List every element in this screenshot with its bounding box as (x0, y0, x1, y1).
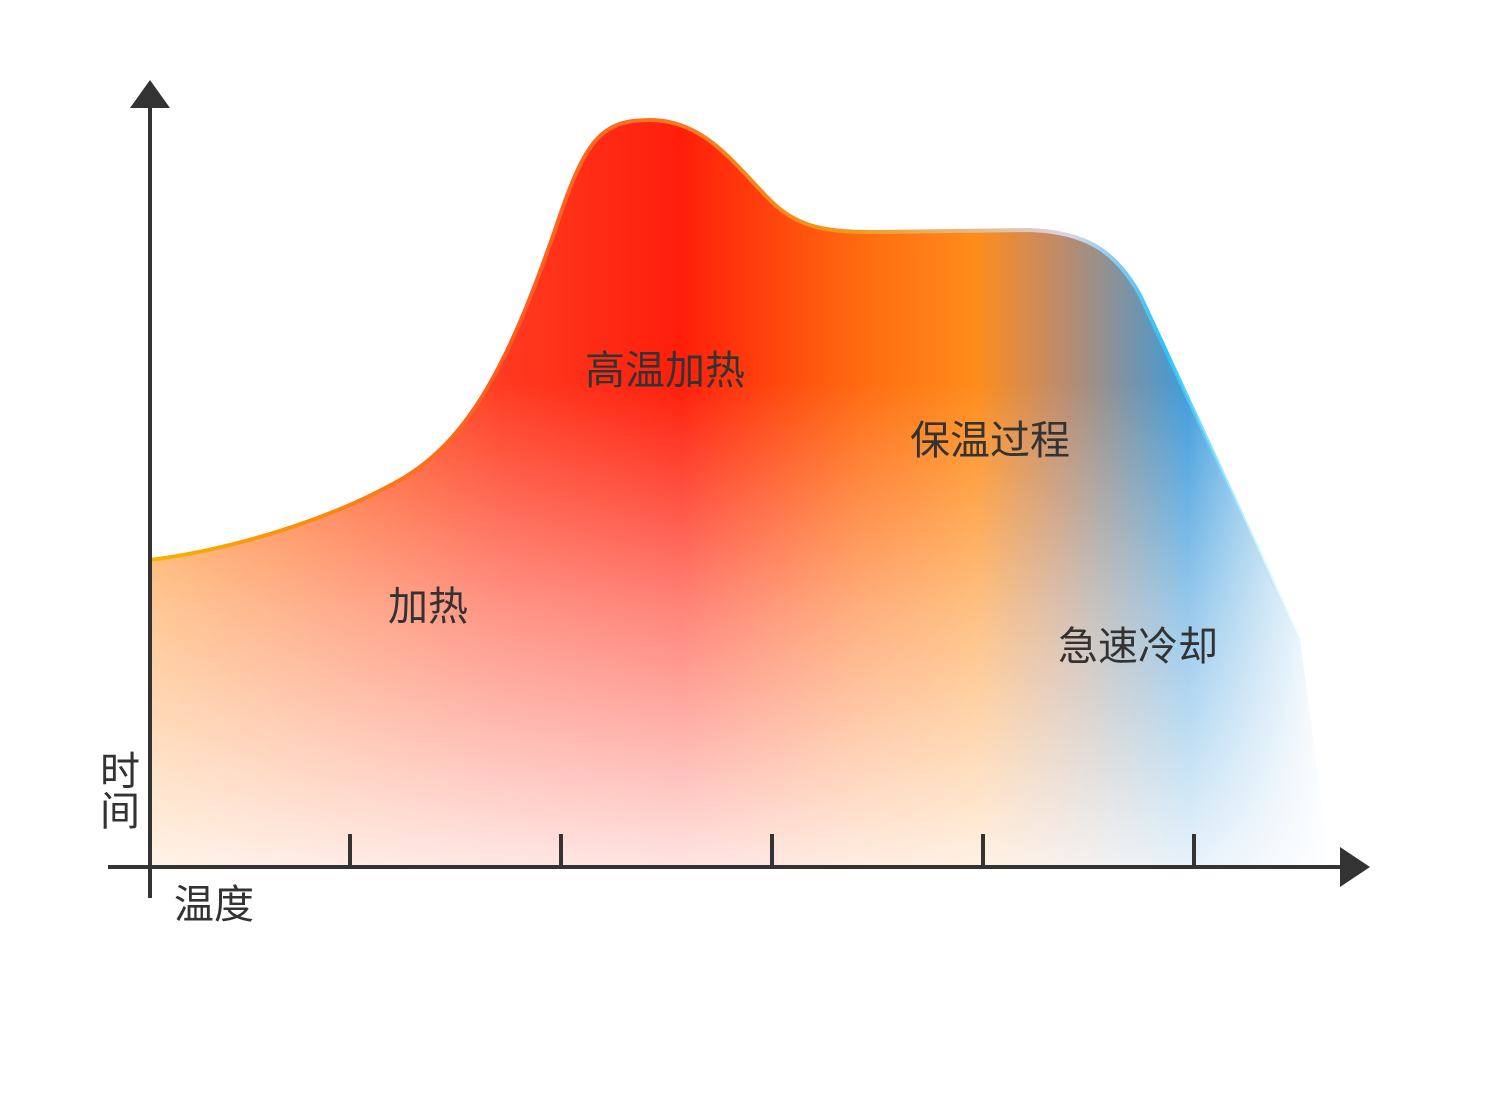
axes (108, 80, 1370, 898)
y-axis-label: 时间 (93, 750, 139, 830)
y-axis-arrow (130, 80, 170, 108)
phase-label-high-heat: 高温加热 (585, 348, 745, 394)
x-axis-arrow (1340, 847, 1370, 887)
phase-label-holding: 保温过程 (910, 418, 1070, 464)
x-axis-ticks (348, 834, 1196, 867)
temperature-curve-area (150, 120, 1330, 867)
phase-label-cooling: 急速冷却 (1058, 624, 1218, 670)
x-axis-label: 温度 (174, 882, 254, 928)
phase-label-heating: 加热 (388, 584, 468, 630)
temperature-curve-line (149, 117, 1302, 641)
